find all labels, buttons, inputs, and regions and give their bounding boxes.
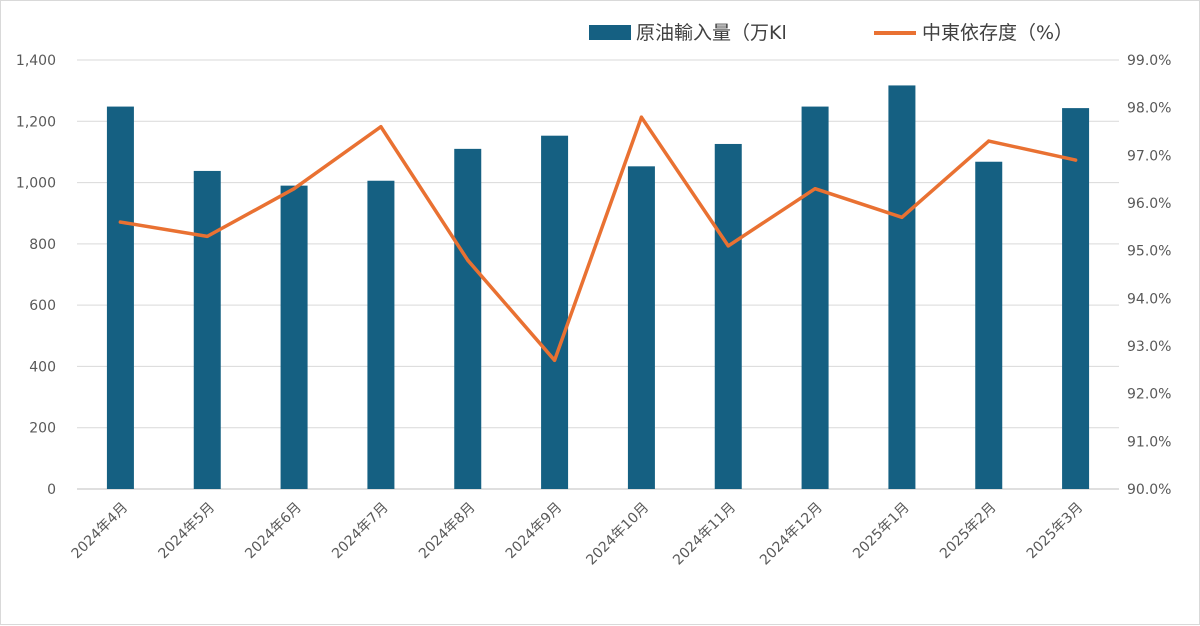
- x-tick-label: 2024年11月: [670, 500, 739, 569]
- x-tick-label: 2024年9月: [503, 500, 566, 563]
- line-point: [1073, 158, 1078, 162]
- left-tick-label: 1,000: [16, 176, 56, 192]
- right-tick-label: 93.0%: [1127, 339, 1171, 355]
- right-tick-label: 94.0%: [1127, 291, 1171, 307]
- line-point: [639, 115, 644, 119]
- bar: [714, 143, 742, 489]
- bar: [801, 106, 829, 489]
- bar: [106, 106, 134, 489]
- bar: [888, 85, 916, 490]
- x-tick-label: 2024年12月: [757, 500, 826, 569]
- x-tick-label: 2024年4月: [69, 500, 132, 563]
- left-tick-label: 800: [29, 237, 56, 253]
- left-tick-label: 200: [29, 421, 56, 437]
- line-point: [987, 139, 991, 143]
- left-tick-label: 1,400: [16, 53, 56, 69]
- bar: [454, 148, 482, 489]
- right-tick-label: 92.0%: [1127, 387, 1171, 403]
- line-point: [118, 220, 123, 224]
- line-series-group: [118, 115, 1078, 363]
- bar: [627, 166, 655, 489]
- line-point: [379, 125, 383, 129]
- gridlines: [77, 59, 1119, 490]
- line-point: [205, 234, 209, 238]
- bar: [367, 180, 395, 490]
- bar-series-group: [106, 85, 1090, 490]
- right-tick-label: 95.0%: [1127, 244, 1171, 260]
- left-tick-label: 600: [29, 298, 56, 314]
- bar: [280, 185, 308, 489]
- right-tick-label: 90.0%: [1127, 482, 1171, 498]
- legend-bar-swatch: [589, 25, 631, 40]
- line-point: [466, 258, 470, 262]
- left-tick-label: 0: [47, 482, 56, 498]
- legend-line-label: 中東依存度（%）: [922, 22, 1073, 44]
- legend: 原油輸入量（万Kl 中東依存度（%）: [589, 22, 1073, 44]
- bar: [1062, 108, 1090, 489]
- x-tick-label: 2024年5月: [155, 500, 218, 563]
- right-tick-label: 96.0%: [1127, 196, 1171, 212]
- right-tick-label: 99.0%: [1127, 53, 1171, 69]
- x-axis: 2024年4月 2024年5月 2024年6月 2024年7月 2024年8月 2024年…: [69, 500, 1087, 569]
- line-point: [726, 244, 730, 248]
- bar: [541, 135, 569, 489]
- x-tick-label: 2024年7月: [329, 500, 392, 563]
- legend-bar-label: 原油輸入量（万Kl: [636, 22, 787, 44]
- right-tick-label: 97.0%: [1127, 148, 1171, 164]
- x-tick-label: 2024年6月: [242, 500, 305, 563]
- line-point: [813, 187, 817, 191]
- right-axis: 90.0% 91.0% 92.0% 93.0% 94.0% 95.0% 96.0% 97.0%…: [1127, 53, 1171, 498]
- x-tick-label: 2025年1月: [850, 500, 913, 563]
- right-tick-label: 98.0%: [1127, 101, 1171, 117]
- x-tick-label: 2025年2月: [937, 500, 1000, 563]
- line-point: [552, 358, 557, 362]
- line-point: [292, 187, 296, 191]
- x-tick-label: 2025年3月: [1024, 500, 1087, 563]
- x-tick-label: 2024年10月: [583, 500, 652, 569]
- left-tick-label: 1,200: [16, 114, 56, 130]
- left-axis: 0 200 400 600 800 1,000 1,200 1,400: [16, 53, 56, 498]
- line-point: [900, 215, 904, 219]
- x-tick-label: 2024年8月: [416, 500, 479, 563]
- bar: [975, 161, 1003, 489]
- line-series: [118, 115, 1078, 363]
- left-tick-label: 400: [29, 359, 56, 375]
- right-tick-label: 91.0%: [1127, 434, 1171, 450]
- bar: [193, 170, 221, 490]
